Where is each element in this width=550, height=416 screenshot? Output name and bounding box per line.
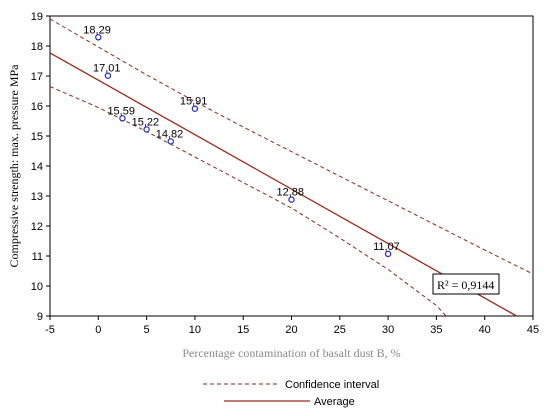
y-tick-label: 14 <box>31 161 43 173</box>
x-tick-label: -5 <box>45 324 55 336</box>
y-tick-label: 12 <box>31 221 43 233</box>
y-tick-label: 18 <box>31 41 43 53</box>
r2-box: R² = 0,9144 <box>432 273 500 295</box>
y-tick-label: 9 <box>37 311 43 323</box>
confidence-lower-line <box>49 86 447 317</box>
data-points <box>95 34 392 258</box>
y-axis-title: Compressive strength: max. pressure MPa <box>7 64 21 268</box>
x-tick-label: 30 <box>382 324 394 336</box>
x-tick-label: 25 <box>334 324 346 336</box>
data-point <box>143 126 150 133</box>
y-tick-label: 19 <box>31 11 43 23</box>
data-label: 15,59 <box>107 105 135 117</box>
r2-box-frame <box>432 273 500 295</box>
y-axis-ticks: 9 10 11 12 13 14 15 16 17 18 19 <box>31 11 50 323</box>
y-tick-label: 11 <box>32 251 43 263</box>
data-point <box>95 34 102 41</box>
data-label: 18,29 <box>83 24 111 36</box>
legend: Confidence interval Average <box>203 379 379 408</box>
data-label: 17,01 <box>93 63 121 75</box>
y-tick-label: 10 <box>31 281 43 293</box>
x-tick-label: 35 <box>430 324 442 336</box>
data-label: 15,22 <box>132 116 160 128</box>
data-point <box>288 196 295 203</box>
x-tick-label: 5 <box>144 324 150 336</box>
data-point <box>104 72 112 79</box>
data-label: 15,91 <box>180 96 208 108</box>
y-tick-label: 13 <box>31 191 43 203</box>
data-point <box>384 250 392 258</box>
x-tick-label: 20 <box>285 324 297 336</box>
y-tick-label: 15 <box>31 131 43 143</box>
data-label: 12,88 <box>277 187 305 199</box>
x-axis-title: Percentage contamination of basalt dust … <box>182 346 400 360</box>
x-tick-label: 15 <box>237 324 249 336</box>
r2-label: R² = 0,9144 <box>437 278 494 292</box>
y-tick-label: 16 <box>31 101 43 113</box>
fit-line-group <box>49 52 517 317</box>
plot-area: 9 10 11 12 13 14 15 16 17 18 19 -5 0 5 10 15 20 25 30 35 40… <box>31 11 539 336</box>
confidence-upper-line <box>49 18 534 275</box>
x-tick-label: 40 <box>479 324 491 336</box>
fit-line <box>49 52 517 317</box>
data-label: 11,07 <box>373 241 400 253</box>
legend-average-label: Average <box>314 396 355 408</box>
legend-confidence-label: Confidence interval <box>285 379 379 391</box>
confidence-lines <box>49 18 534 317</box>
y-tick-label: 17 <box>31 71 43 83</box>
x-tick-label: 45 <box>527 324 539 336</box>
data-point <box>191 105 199 112</box>
data-label: 14,82 <box>156 128 184 140</box>
plot-frame <box>49 15 534 317</box>
x-tick-label: 10 <box>189 324 201 336</box>
x-axis-ticks: -5 0 5 10 15 20 25 30 35 40 45 <box>45 316 539 336</box>
x-tick-label: 0 <box>95 324 101 336</box>
data-point <box>119 115 126 122</box>
data-point <box>167 138 174 145</box>
